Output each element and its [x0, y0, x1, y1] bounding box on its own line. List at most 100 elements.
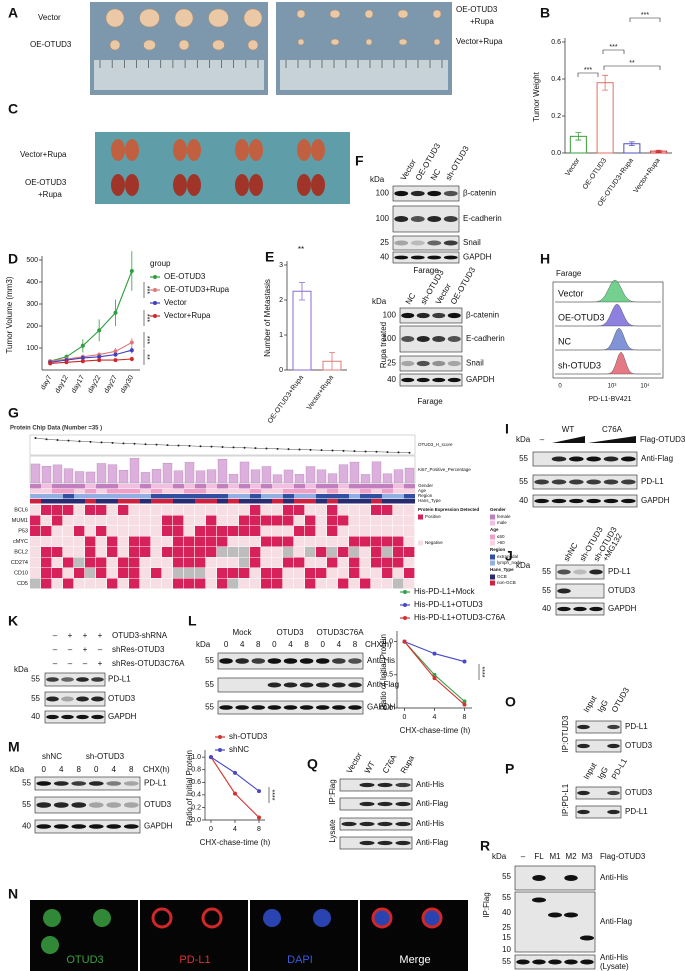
heatmap-cell: [250, 568, 261, 578]
heatmap-cell: [96, 505, 107, 515]
band: [394, 240, 409, 246]
lane-label: Rupa: [399, 754, 417, 776]
heatmap-cell: [316, 515, 327, 526]
band: [577, 724, 590, 730]
label: CD274: [11, 560, 28, 566]
error-bar: [602, 74, 609, 91]
heatmap-cell: [96, 547, 107, 557]
label: Rupa treated: [379, 322, 388, 368]
band: [443, 255, 458, 260]
label: –: [53, 645, 58, 654]
heatmap-cell: [228, 557, 239, 568]
label: 4: [337, 640, 342, 649]
annotation-cell: [272, 484, 283, 489]
annotation-cell: [107, 494, 118, 499]
point: [129, 357, 134, 361]
kda-marker: 55: [205, 656, 214, 665]
label: 8: [77, 765, 82, 774]
heatmap-cell: [217, 505, 228, 515]
heatmap-cell: [74, 557, 85, 568]
ki67-bar: [305, 466, 316, 484]
band: [621, 498, 636, 504]
label: sh-OTUD3: [86, 752, 125, 761]
legend-label: Vector+Rupa: [164, 311, 211, 320]
label: Age: [490, 527, 499, 532]
band-label: Anti-His: [416, 780, 444, 789]
band: [106, 824, 122, 829]
legend-label: OE-OTUD3+Rupa: [164, 285, 230, 294]
tumor: [139, 8, 160, 28]
label: P53: [18, 528, 28, 534]
legend-dot: [403, 616, 407, 620]
blot: [555, 583, 605, 599]
annotation-cell: [173, 499, 184, 504]
ki67-bar: [283, 469, 294, 484]
band: [410, 190, 425, 197]
label: OTUD3: [276, 628, 304, 637]
label: 8: [304, 640, 309, 649]
band: [76, 677, 89, 682]
heatmap-cell: [349, 557, 360, 568]
annotation-cell: [184, 484, 195, 489]
heatmap-cell: [272, 505, 283, 515]
significance: ****: [268, 790, 275, 801]
band: [551, 456, 567, 462]
heatmap-cell: [206, 515, 217, 526]
heatmap-cell: [338, 526, 349, 536]
ki67-bar: [228, 474, 239, 484]
annotation-cell: [250, 494, 261, 499]
label: +Rupa: [38, 190, 62, 199]
annotation-cell: [184, 494, 195, 499]
heatmap-cell: [96, 557, 107, 568]
annotation-cell: [228, 484, 239, 489]
x-tick-label: 0: [403, 714, 407, 721]
heatmap-cell: [63, 568, 74, 578]
heatmap-cell: [327, 536, 338, 547]
legend-label: His-PD-L1+OTUD3: [414, 600, 483, 609]
band: [432, 312, 446, 319]
band: [71, 802, 87, 808]
band: [395, 782, 411, 788]
panel-label: M: [8, 739, 20, 755]
heatmap-cell: [338, 578, 349, 589]
heatmap-cell: [228, 526, 239, 536]
y-tick-label: 0.6: [191, 779, 201, 786]
heatmap-cell: [140, 578, 151, 589]
heatmap-cell: [52, 526, 63, 536]
kda-marker: 100: [383, 334, 397, 343]
heatmap-cell: [316, 536, 327, 547]
blot: [34, 796, 141, 814]
band-label: Snail: [466, 359, 484, 368]
blot: [392, 235, 460, 251]
y-tick-label: 300: [26, 301, 38, 308]
band-label: OTUD3: [108, 694, 136, 703]
heatmap-cell: [107, 505, 118, 515]
ki67-bar: [96, 463, 107, 484]
y-tick-label: 0.0: [551, 150, 561, 157]
blot: [44, 710, 106, 724]
heatmap-cell: [52, 578, 63, 589]
heatmap-cell: [261, 515, 272, 526]
ki67-bar: [239, 461, 250, 484]
heatmap-cell: [63, 515, 74, 526]
label: Vector: [558, 288, 584, 298]
band: [283, 658, 298, 664]
label: 8: [129, 765, 134, 774]
blot: [44, 672, 106, 687]
x-tick-label: 8: [257, 826, 261, 833]
band: [123, 802, 139, 808]
x-tick-label: 4: [433, 714, 437, 721]
bracket: [577, 72, 599, 77]
label: Ki67_Positive_Percentage: [418, 467, 471, 472]
band: [36, 824, 52, 829]
label: +: [83, 645, 88, 654]
annotation-cell: [85, 499, 96, 504]
label: +: [83, 631, 88, 640]
point: [257, 815, 261, 820]
heatmap-cell: [283, 578, 294, 589]
blot: [532, 494, 638, 508]
heatmap-cell: [272, 578, 283, 589]
band: [586, 456, 601, 462]
annotation-cell: [327, 484, 338, 489]
heatmap-cell: [283, 515, 294, 526]
